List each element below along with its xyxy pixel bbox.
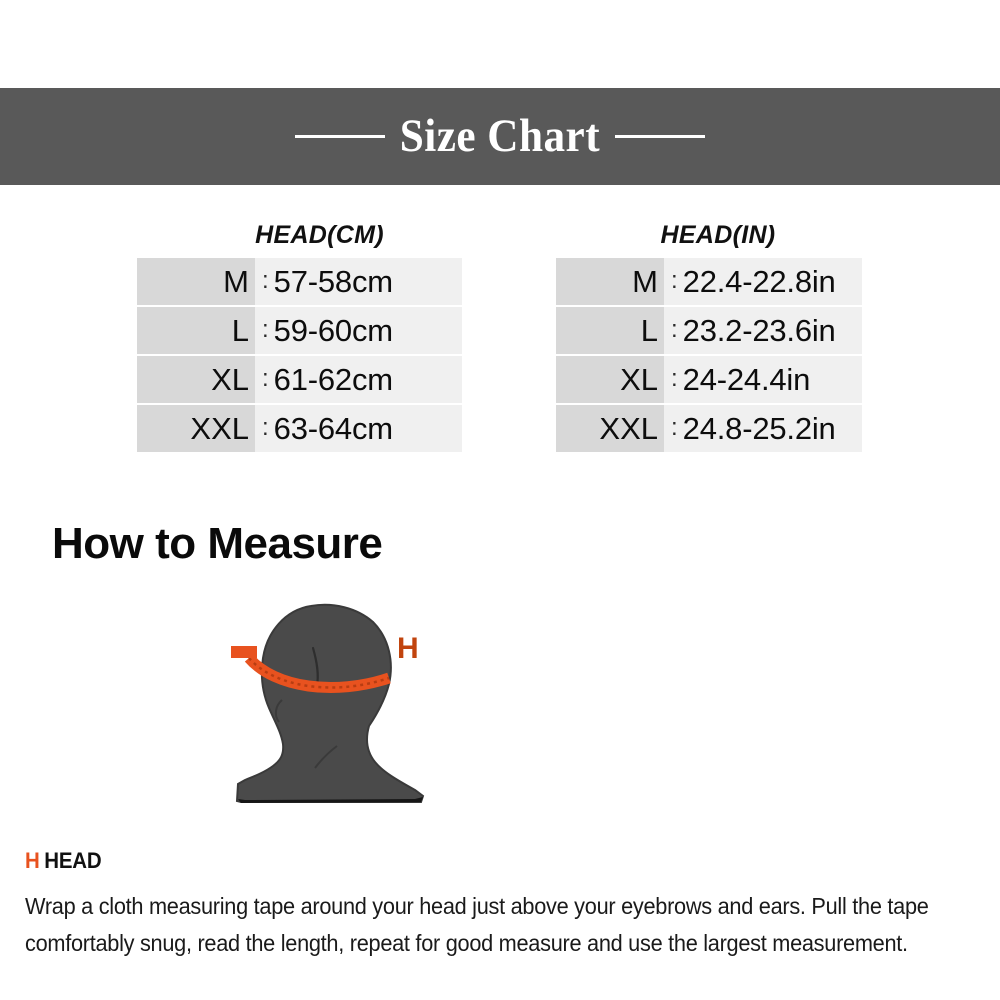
separator-colon: : (262, 413, 269, 441)
separator-colon: : (671, 315, 678, 343)
shoulder-shadow (238, 797, 423, 803)
size-value-text: 63-64cm (273, 410, 393, 446)
page-title: Size Chart (399, 110, 601, 162)
size-value-cell: : 23.2-23.6in (664, 307, 862, 354)
size-value-cell: : 61-62cm (255, 356, 462, 403)
table-body-head-cm: M : 57-58cm L : 59-60cm XL : 61-62cm (137, 258, 462, 452)
separator-colon: : (671, 266, 678, 294)
size-table-head-in: HEAD(IN) M : 22.4-22.8in L : 23.2-23.6in… (556, 218, 862, 452)
table-row: XXL : 24.8-25.2in (556, 405, 862, 452)
size-value-text: 24.8-25.2in (682, 410, 836, 446)
size-label-cell: XL (556, 356, 664, 403)
head-measurement-illustration: H (225, 596, 455, 821)
size-tables-region: HEAD(CM) M : 57-58cm L : 59-60cm XL : (0, 218, 1000, 478)
size-value-cell: : 59-60cm (255, 307, 462, 354)
ear-contour (274, 699, 283, 723)
mannequin-head-icon: H (231, 603, 425, 803)
size-chart-header-band: Size Chart (0, 88, 1000, 185)
table-row: L : 23.2-23.6in (556, 307, 862, 354)
measuring-tape-end-tab (231, 646, 257, 658)
table-row: XL : 24-24.4in (556, 356, 862, 403)
size-value-cell: : 24.8-25.2in (664, 405, 862, 452)
note-body-line-1: Wrap a cloth measuring tape around your … (25, 893, 929, 919)
table-caption-head-cm: HEAD(CM) (255, 221, 384, 249)
table-body-head-in: M : 22.4-22.8in L : 23.2-23.6in XL : 24-… (556, 258, 862, 452)
separator-colon: : (262, 315, 269, 343)
size-value-text: 57-58cm (273, 263, 393, 299)
size-label-cell: M (137, 258, 255, 305)
neck-contour (314, 745, 338, 769)
h-marker-icon: H (25, 848, 40, 873)
table-row: L : 59-60cm (137, 307, 462, 354)
size-table-head-cm: HEAD(CM) M : 57-58cm L : 59-60cm XL : (137, 218, 462, 452)
size-label-cell: L (556, 307, 664, 354)
size-value-cell: : 63-64cm (255, 405, 462, 452)
size-label-cell: XL (137, 356, 255, 403)
separator-colon: : (671, 364, 678, 392)
size-value-text: 23.2-23.6in (682, 312, 836, 348)
size-value-text: 24-24.4in (682, 361, 811, 397)
separator-colon: : (262, 266, 269, 294)
table-row: XL : 61-62cm (137, 356, 462, 403)
table-caption-head-in: HEAD(IN) (660, 221, 776, 249)
size-value-text: 61-62cm (273, 361, 393, 397)
size-label-cell: XXL (137, 405, 255, 452)
note-body-line-2: comfortably snug, read the length, repea… (25, 930, 908, 956)
header-rule-right-decoration (614, 135, 705, 138)
separator-colon: : (262, 364, 269, 392)
header-rule-left-decoration (295, 135, 386, 138)
header-title-group: Size Chart (0, 88, 1000, 185)
measurement-note: H HEAD Wrap a cloth measuring tape around… (25, 848, 980, 962)
table-row: M : 22.4-22.8in (556, 258, 862, 305)
size-value-cell: : 22.4-22.8in (664, 258, 862, 305)
size-value-text: 22.4-22.8in (682, 263, 836, 299)
size-label-cell: M (556, 258, 664, 305)
size-value-cell: : 24-24.4in (664, 356, 862, 403)
size-label-cell: L (137, 307, 255, 354)
how-to-measure-heading: How to Measure (52, 519, 383, 568)
size-value-text: 59-60cm (273, 312, 393, 348)
h-marker-label: H (397, 632, 419, 665)
table-row: XXL : 63-64cm (137, 405, 462, 452)
note-body: Wrap a cloth measuring tape around your … (25, 888, 929, 962)
head-silhouette (235, 603, 425, 803)
note-heading-label: HEAD (44, 848, 102, 873)
size-value-cell: : 57-58cm (255, 258, 462, 305)
separator-colon: : (671, 413, 678, 441)
size-label-cell: XXL (556, 405, 664, 452)
note-heading: H HEAD (25, 848, 913, 874)
table-row: M : 57-58cm (137, 258, 462, 305)
measuring-tape-ticks (248, 657, 390, 689)
